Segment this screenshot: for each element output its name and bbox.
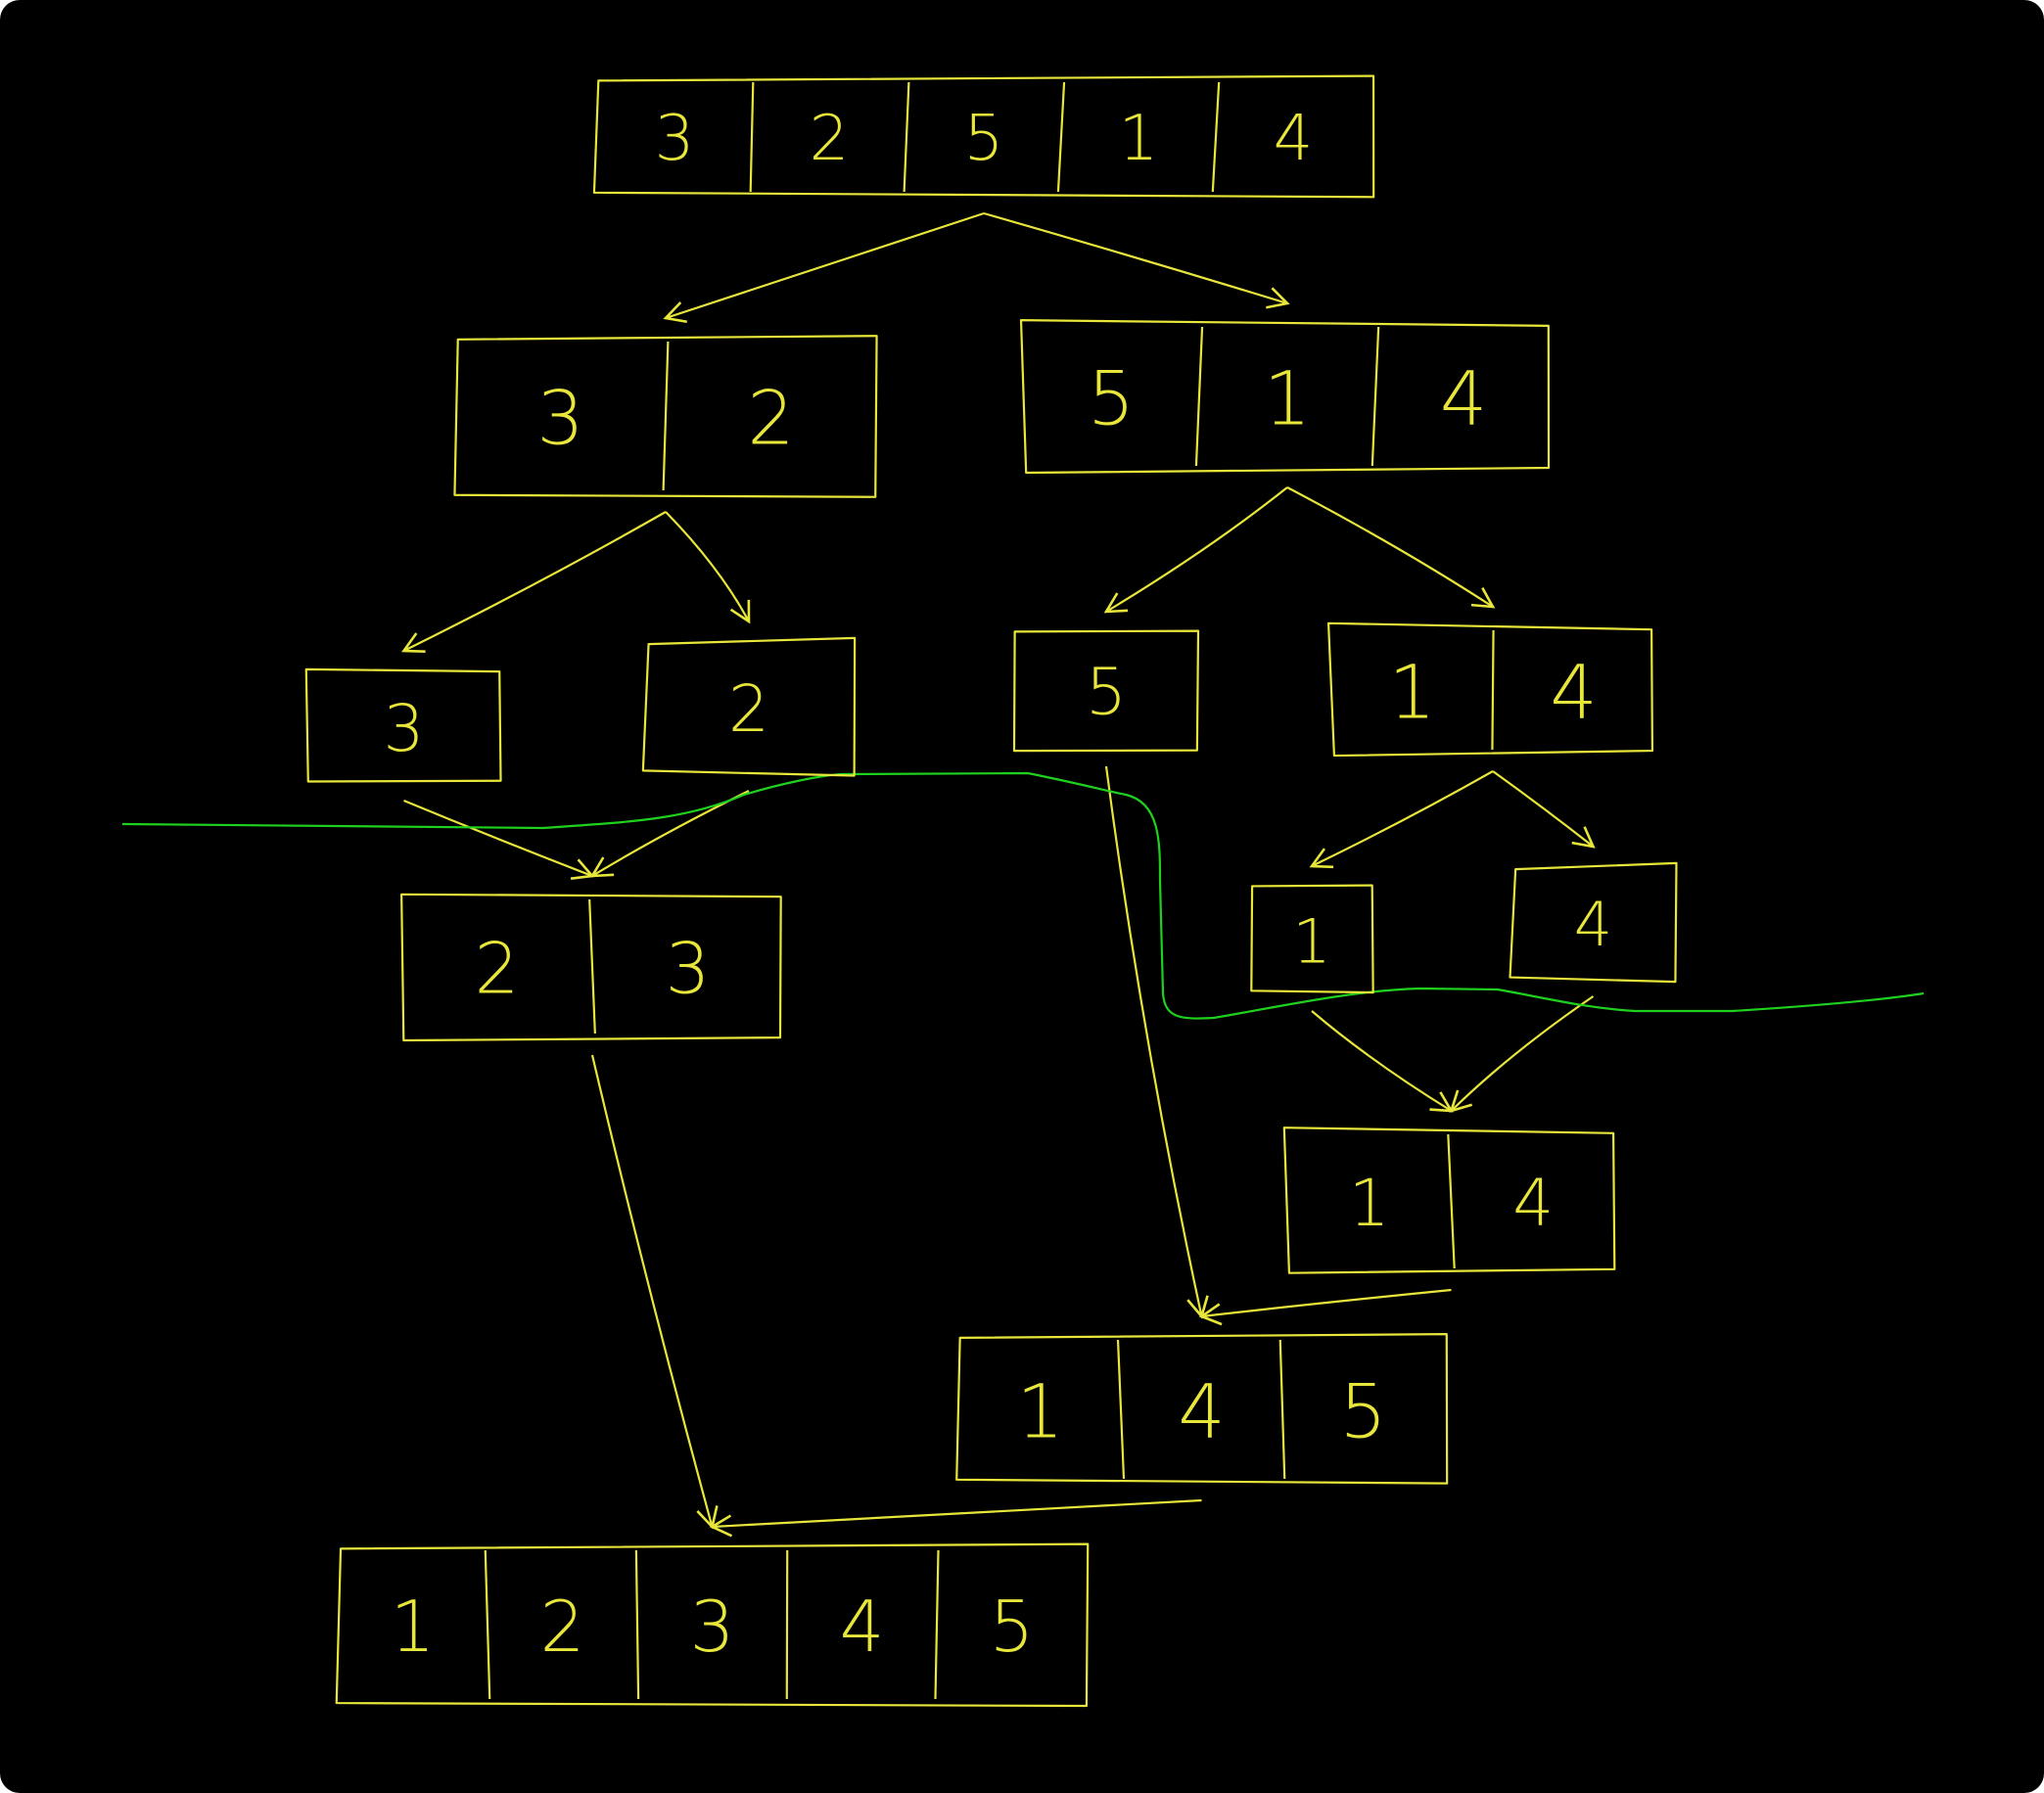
cell-divider [634, 1549, 640, 1700]
array-box-R2b: 4 [1509, 861, 1678, 984]
arrow-Rm-to-result [709, 1498, 1202, 1538]
cell-value: 3 [384, 691, 425, 766]
split-merge-divider [121, 771, 1925, 1020]
cell-divider [1116, 1339, 1126, 1480]
cell-value: 5 [990, 1586, 1035, 1668]
array-box-R2a: 1 [1250, 884, 1374, 994]
cell-value: 1 [391, 1586, 436, 1668]
arrow-Lm-to-result [590, 1054, 719, 1530]
cell-value: 3 [655, 103, 695, 175]
arrow-R-to-R1 [1103, 486, 1288, 614]
cell-value: 4 [840, 1586, 885, 1668]
box-outline [1019, 319, 1551, 475]
arrow-L-to-L2 [665, 511, 751, 624]
cell-value: 5 [1086, 655, 1127, 730]
arrow-R-to-R2 [1286, 486, 1496, 609]
array-boxes: 3 2 5 1 43 2 5 1 43 2 5 1 41 42 31 41 4 51 2 3 4 5 [304, 74, 1678, 1708]
cell-value: 4 [1512, 1166, 1554, 1241]
cell-divider [934, 1549, 940, 1700]
box-outline [1250, 884, 1374, 994]
array-box-L2: 2 [641, 636, 857, 777]
cell-value: 1 [1016, 1368, 1063, 1455]
split-merge-line [121, 771, 1925, 1020]
arrow-L2-to-Lm [589, 790, 750, 878]
arrow-R2-to-R2a [1309, 770, 1494, 869]
cell-value: 2 [540, 1586, 585, 1668]
cell-value: 5 [964, 103, 1004, 175]
cell-divider [1278, 1339, 1286, 1480]
cell-divider [1491, 629, 1495, 751]
cell-value: 2 [747, 375, 794, 462]
cell-value: 2 [810, 103, 850, 175]
arrows [401, 211, 1596, 1538]
array-box-R1: 5 [1012, 629, 1200, 753]
arrow-root-to-L [663, 211, 985, 324]
cell-value: 4 [1440, 355, 1487, 442]
cell-value: 2 [728, 671, 769, 747]
array-box-root: 3 2 5 1 4 [592, 74, 1375, 199]
cell-value: 1 [1292, 906, 1330, 978]
arrow-R2a-to-R2m [1311, 1010, 1454, 1113]
cell-divider [1211, 81, 1221, 193]
box-outline [592, 74, 1375, 199]
arrow-R2-to-R2b [1492, 770, 1596, 849]
arrow-L-to-L1 [401, 511, 667, 653]
box-outline [335, 1542, 1090, 1708]
array-box-R: 5 1 4 [1019, 319, 1551, 475]
cell-divider [588, 898, 596, 1034]
array-box-result: 1 2 3 4 5 [335, 1542, 1090, 1708]
cell-value: 4 [1178, 1368, 1225, 1455]
box-outline [400, 893, 782, 1042]
cell-value: 5 [1088, 355, 1135, 442]
cell-divider [1447, 1133, 1456, 1269]
cell-divider [749, 81, 755, 193]
cell-value: 5 [1339, 1368, 1386, 1455]
array-box-L1: 3 [304, 667, 502, 783]
box-outline [453, 335, 878, 498]
cell-divider [1194, 326, 1204, 467]
cell-value: 4 [1274, 103, 1314, 175]
box-outline [304, 667, 502, 783]
cell-divider [1056, 81, 1066, 193]
cell-divider [1370, 326, 1380, 467]
cell-divider [662, 341, 670, 491]
arrow-L1-to-Lm [403, 799, 595, 880]
cell-value: 3 [690, 1586, 735, 1668]
box-outline [1012, 629, 1200, 753]
arrow-R2m-to-Rm [1198, 1288, 1452, 1326]
box-outline [1326, 621, 1654, 758]
cell-value: 2 [475, 928, 520, 1010]
arrow-R1-to-Rm [1104, 765, 1209, 1319]
arrow-root-to-R [983, 211, 1290, 309]
cell-value: 1 [1119, 103, 1159, 175]
cell-value: 4 [1574, 889, 1612, 960]
cell-value: 1 [1264, 355, 1311, 442]
array-box-Rm: 1 4 5 [955, 1333, 1449, 1485]
box-outline [1509, 861, 1678, 984]
box-outline [955, 1333, 1449, 1485]
cell-value: 1 [1349, 1166, 1390, 1241]
cell-divider [484, 1549, 491, 1700]
arrow-R2b-to-R2m [1449, 995, 1595, 1113]
cell-value: 3 [666, 928, 711, 1010]
cell-divider [903, 81, 910, 193]
cell-value: 1 [1388, 649, 1435, 736]
box-outline [641, 636, 857, 777]
cell-value: 4 [1550, 649, 1597, 736]
cell-value: 3 [536, 375, 583, 462]
box-outline [1282, 1126, 1616, 1274]
